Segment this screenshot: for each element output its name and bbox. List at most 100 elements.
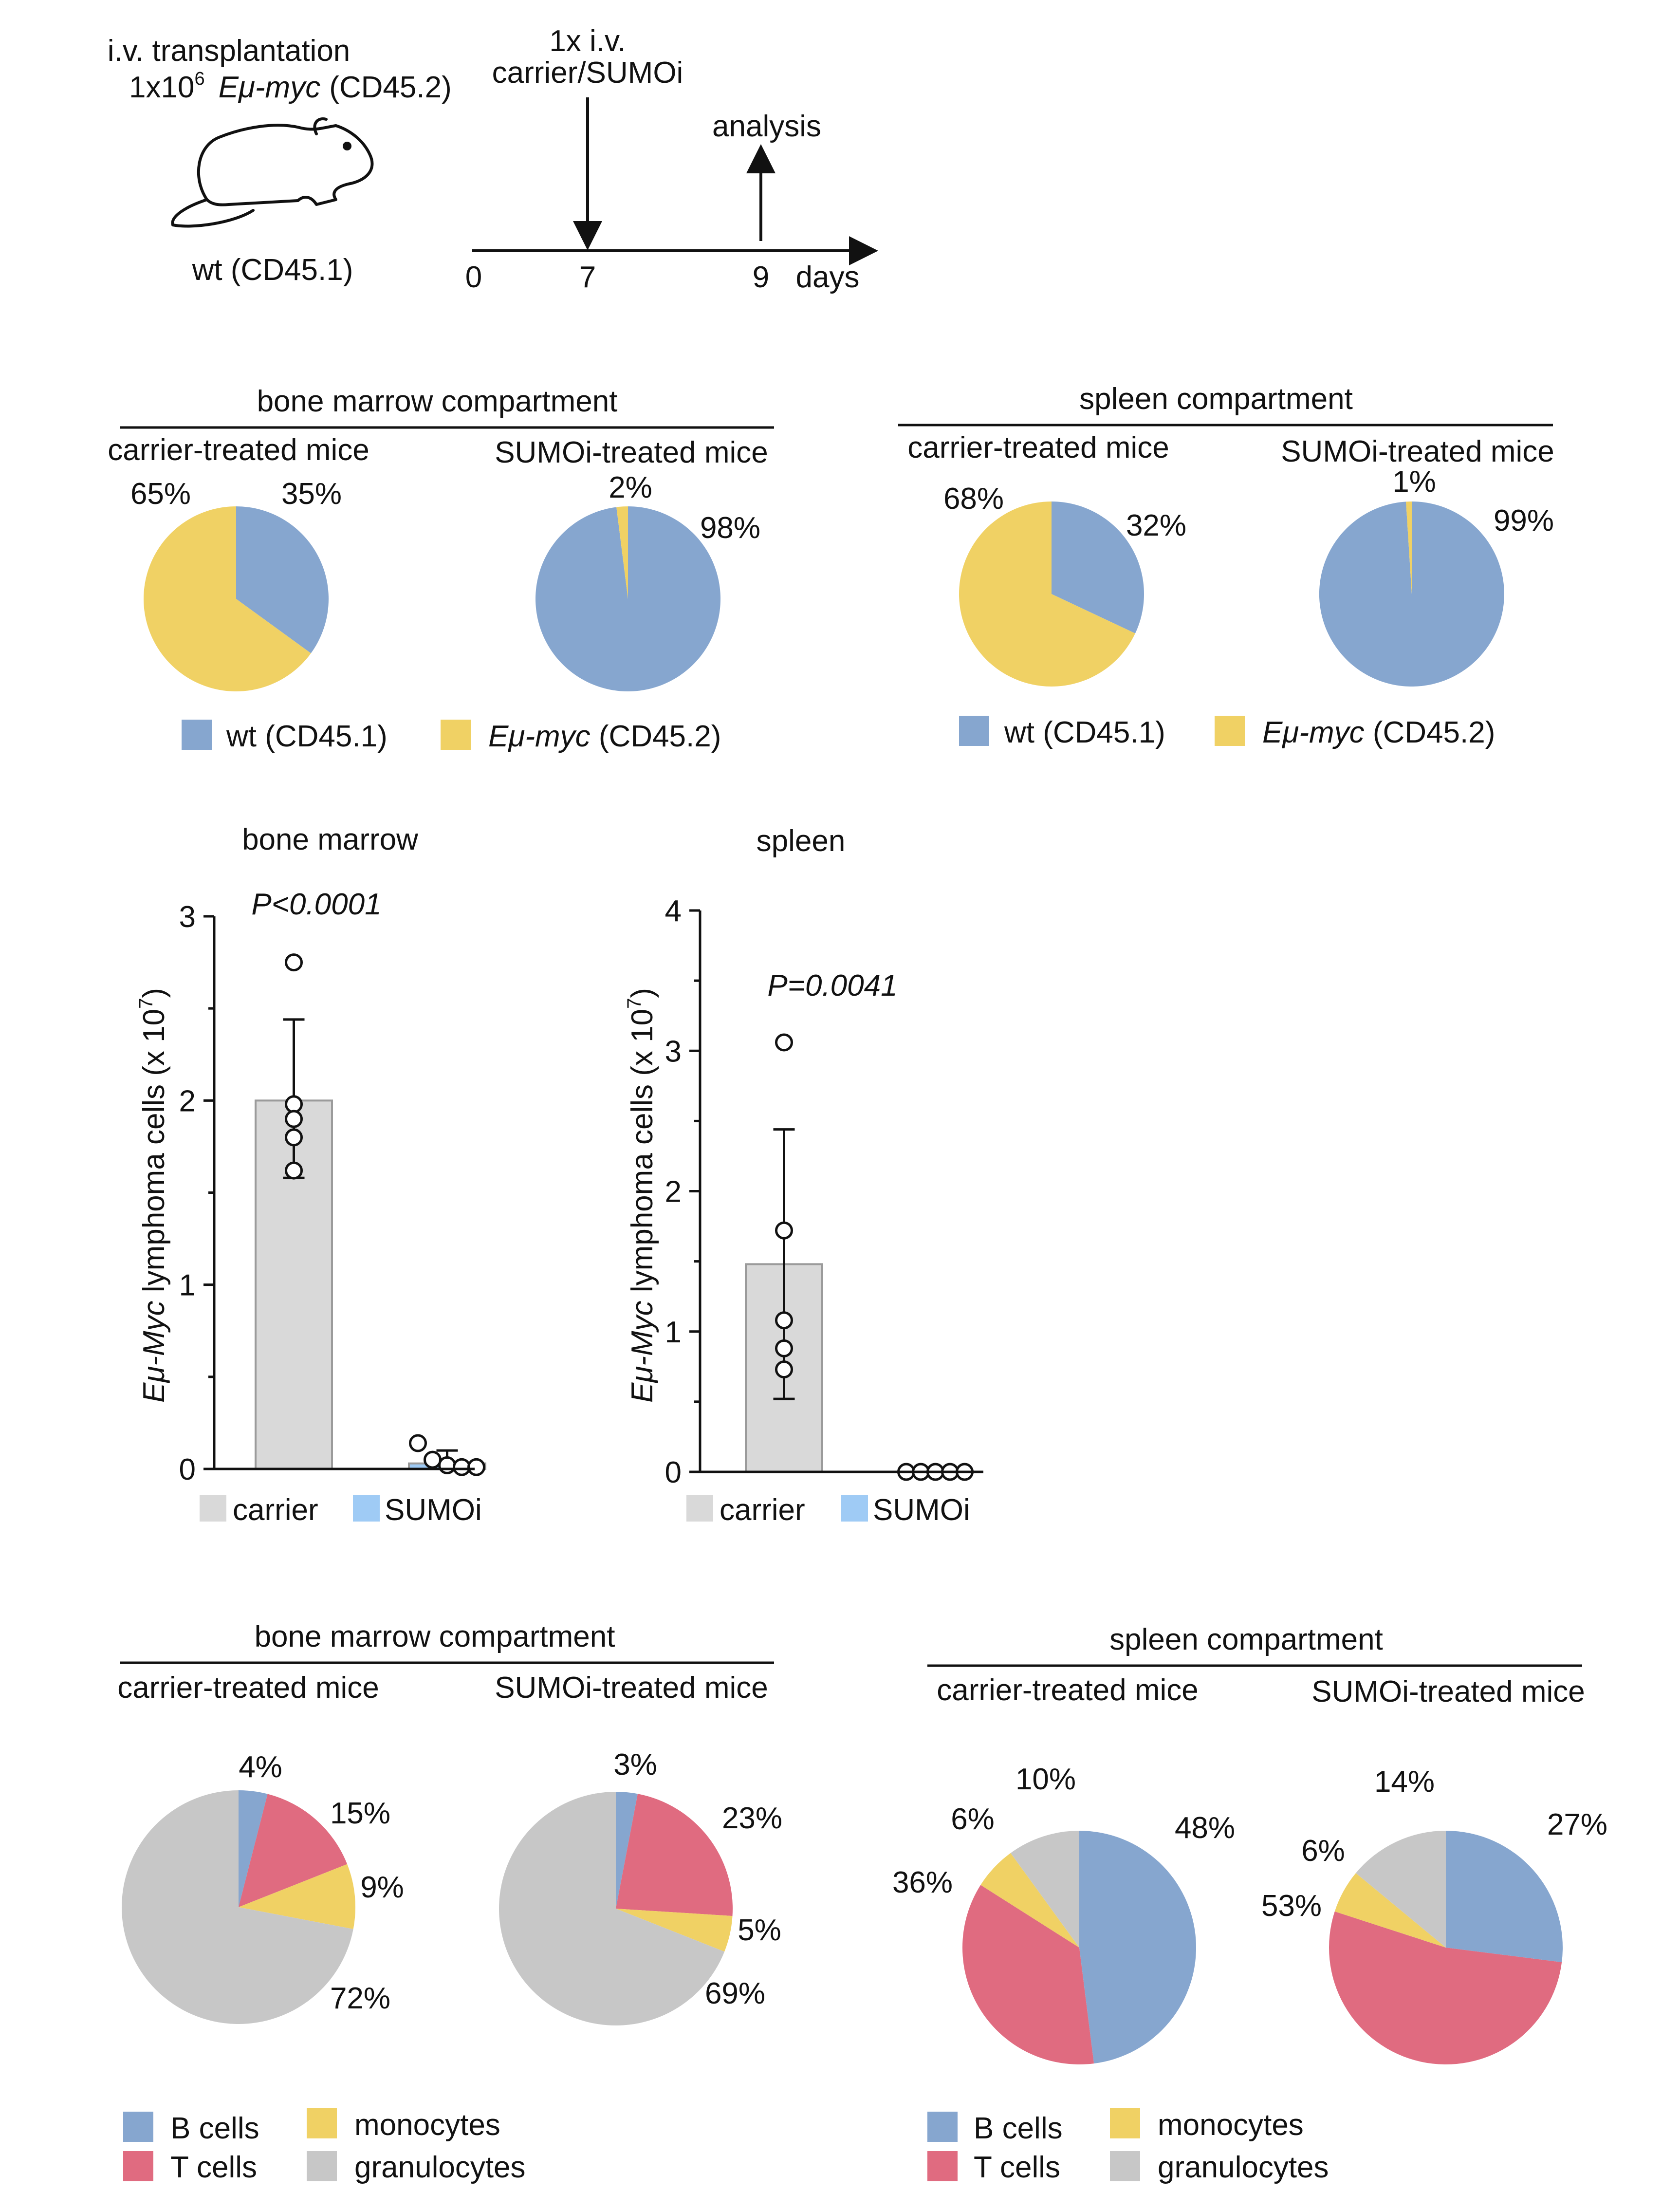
legend-label-carrier: carrier — [233, 1493, 318, 1527]
pie-chimerism-bm-carrier: 35% 65% — [130, 477, 342, 691]
pie-slice-e-myc-cd45-2 — [1406, 501, 1412, 594]
composition-spleen-carrier-title: carrier-treated mice — [937, 1673, 1198, 1707]
legend-label-carrier: carrier — [720, 1493, 805, 1527]
legend-label-granulocytes: granulocytes — [354, 2151, 526, 2184]
legend-swatch-myc — [1215, 716, 1245, 746]
transplant-cells: Eμ-myc — [219, 71, 321, 104]
pie-slice-t-cells — [616, 1794, 733, 1916]
data-point — [409, 1434, 427, 1452]
data-point — [775, 1033, 793, 1052]
pie-value-label: 3% — [613, 1748, 657, 1782]
legend-label-sumoi: SUMOi — [385, 1493, 482, 1527]
timeline-unit: days — [796, 260, 860, 294]
legend-swatch-monocytes — [307, 2108, 337, 2138]
data-point — [285, 1128, 303, 1147]
legend-swatch-b-cells — [927, 2112, 958, 2142]
bar-spleen-legend: carrier SUMOi — [686, 1493, 970, 1527]
bar-spleen-title: spleen — [757, 824, 846, 858]
pie-slice-granulocytes — [1010, 1831, 1079, 1948]
transplant-dose-prefix: 1x10 — [129, 71, 194, 104]
data-point — [775, 1221, 793, 1240]
pie-slice-monocytes — [980, 1853, 1079, 1948]
pie-slice-monocytes — [239, 1864, 356, 1929]
pie-slice-wt-cd45-1 — [1319, 501, 1504, 687]
chimerism-spleen-carrier-title: carrier-treated mice — [907, 431, 1169, 464]
y-tick-label: 3 — [179, 900, 196, 934]
legend-swatch-myc — [441, 720, 471, 750]
legend-swatch-t-cells — [123, 2151, 153, 2181]
data-point — [285, 1161, 303, 1180]
legend-swatch-wt — [959, 716, 989, 746]
pie-slice-b-cells — [1446, 1831, 1563, 1963]
pie-value-label: 5% — [738, 1913, 781, 1947]
legend-label-sumoi: SUMOi — [873, 1493, 970, 1527]
pie-slice-t-cells — [239, 1794, 348, 1907]
pie-value-label: 68% — [943, 482, 1004, 516]
pie-chimerism-spleen-carrier: 32% 68% — [943, 482, 1186, 687]
timeline-tick-9: 9 — [753, 260, 769, 294]
pie-value-label: 99% — [1494, 504, 1554, 538]
data-point — [285, 1110, 303, 1128]
legend-label-t-cells: T cells — [974, 2151, 1060, 2184]
pie-slice-t-cells — [1329, 1911, 1562, 2065]
data-point — [775, 1311, 793, 1330]
legend-label-myc-italic: Eμ-myc — [1262, 716, 1365, 749]
composition-section: bone marrow compartment carrier-treated … — [117, 1620, 1607, 2184]
pie-composition-bm-carrier: 4% 15% 9% 72% — [122, 1750, 404, 2024]
pie-value-label: 53% — [1261, 1889, 1322, 1923]
pie-value-label: 15% — [330, 1797, 390, 1830]
composition-bm-title: bone marrow compartment — [255, 1620, 615, 1653]
transplant-dose: 1x106 Eμ-myc (CD45.2) — [129, 69, 452, 104]
pie-slice-e-myc-cd45-2 — [959, 501, 1135, 687]
legend-label-myc: Eμ-myc (CD45.2) — [1262, 716, 1495, 749]
legend-swatch-granulocytes — [1110, 2151, 1140, 2181]
legend-swatch-carrier — [200, 1495, 226, 1522]
bar-chart-spleen: 0 1 2 3 4 P=0.0041 Eμ-Myc lymphoma cells (x 10… — [624, 894, 983, 1489]
chimerism-spleen-title: spleen compartment — [1079, 382, 1353, 416]
bar-section: bone marrow spleen 0 1 2 3 P<0.0001 Eμ-Myc ly… — [135, 823, 983, 1527]
pie-value-label: 23% — [722, 1801, 782, 1835]
pie-slice-e-myc-cd45-2 — [616, 506, 628, 599]
data-point — [285, 1095, 303, 1114]
legend-label-myc-italic: Eμ-myc — [488, 720, 591, 753]
pie-value-label: 69% — [705, 1977, 765, 2010]
transplant-marker: (CD45.2) — [329, 71, 452, 104]
legend-label-t-cells: T cells — [170, 2151, 257, 2184]
legend-swatch-t-cells — [927, 2151, 958, 2181]
pie-slice-granulocytes — [1356, 1831, 1446, 1948]
data-point — [775, 1339, 793, 1357]
pie-value-label: 36% — [892, 1866, 953, 1899]
pie-slice-wt-cd45-1 — [236, 506, 329, 653]
y-axis-label: Eμ-Myc lymphoma cells (x 107) — [135, 988, 171, 1403]
pie-value-label: 65% — [130, 477, 191, 511]
pie-value-label: 32% — [1126, 509, 1186, 542]
composition-spleen-title: spleen compartment — [1109, 1623, 1383, 1656]
bar-chart-bm: 0 1 2 3 P<0.0001 Eμ-Myc lymphoma cells (x 107… — [135, 888, 486, 1486]
mouse-icon — [171, 117, 374, 228]
bar-bm-title: bone marrow — [242, 823, 418, 856]
chimerism-bm-legend: wt (CD45.1) Eμ-myc (CD45.2) — [182, 720, 721, 753]
chimerism-spleen-legend: wt (CD45.1) Eμ-myc (CD45.2) — [959, 716, 1495, 749]
y-tick-label: 1 — [665, 1316, 682, 1349]
pie-value-label: 1% — [1392, 465, 1436, 499]
treatment-label-2: carrier/SUMOi — [492, 56, 683, 90]
pie-value-label: 27% — [1547, 1808, 1607, 1841]
legend-label-wt: wt (CD45.1) — [1004, 716, 1165, 749]
legend-label-b-cells: B cells — [170, 2112, 259, 2145]
timeline-tick-7: 7 — [579, 260, 596, 294]
pie-slice-t-cells — [962, 1885, 1094, 2065]
composition-spleen-legend: B cells monocytes T cells granulocytes — [927, 2108, 1329, 2184]
y-tick-label: 1 — [179, 1269, 196, 1302]
legend-label-myc: Eμ-myc (CD45.2) — [488, 720, 721, 753]
pie-composition-spleen-sumoi: 27% 53% 6% 14% — [1261, 1765, 1607, 2065]
pie-value-label: 9% — [360, 1871, 404, 1904]
y-tick-label: 2 — [665, 1175, 682, 1209]
legend-label-granulocytes: granulocytes — [1158, 2151, 1329, 2184]
y-tick-label: 0 — [665, 1456, 682, 1489]
y-tick-label: 2 — [179, 1084, 196, 1118]
pie-composition-bm-sumoi: 3% 23% 5% 69% — [499, 1748, 782, 2025]
chimerism-bm-title: bone marrow compartment — [257, 385, 618, 418]
transplant-dose-exp: 6 — [194, 69, 204, 89]
pie-slice-monocytes — [616, 1909, 733, 1952]
legend-swatch-b-cells — [123, 2112, 153, 2142]
